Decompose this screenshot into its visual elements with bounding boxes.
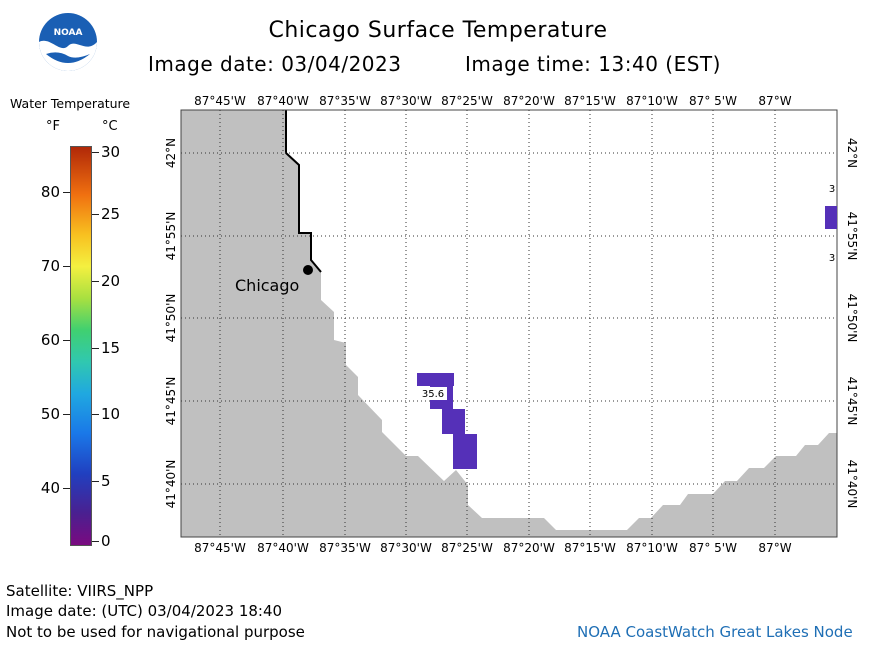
bottom-longitude-label: 87°30'W — [380, 541, 432, 555]
left-latitude-label: 41°50'N — [164, 294, 178, 343]
legend-f-tick — [63, 266, 70, 267]
left-latitude-label: 42°N — [164, 138, 178, 168]
legend-c-label: 5 — [101, 472, 111, 490]
right-latitude-label: 41°55'N — [845, 212, 859, 261]
value-label: 35.6 — [422, 389, 444, 400]
bottom-longitude-label: 87°35'W — [319, 541, 371, 555]
legend-c-label: 30 — [101, 143, 121, 161]
top-longitude-label: 87°25'W — [441, 94, 493, 108]
legend-c-tick — [92, 348, 99, 349]
map-frame — [180, 109, 838, 538]
top-longitude-label: 87°W — [758, 94, 791, 108]
bottom-longitude-label: 87°10'W — [626, 541, 678, 555]
right-latitude-labels: 42°N 41°55'N 41°50'N 41°45'N 41°40'N — [845, 138, 859, 509]
legend-c-tick — [92, 481, 99, 482]
legend-f-tick — [63, 340, 70, 341]
bottom-longitude-label: 87°15'W — [564, 541, 616, 555]
left-latitude-labels: 42°N 41°55'N 41°50'N 41°45'N 41°40'N — [164, 138, 178, 509]
right-latitude-label: 41°40'N — [845, 460, 859, 509]
bottom-longitude-label: 87°W — [758, 541, 791, 555]
city-label: Chicago — [235, 276, 299, 295]
top-longitude-label: 87°15'W — [564, 94, 616, 108]
top-longitude-label: 87°35'W — [319, 94, 371, 108]
disclaimer: Not to be used for navigational purpose — [6, 623, 305, 641]
legend-f-label: 40 — [40, 479, 60, 497]
legend-f-label: 70 — [40, 257, 60, 275]
top-longitude-label: 87°20'W — [503, 94, 555, 108]
legend-f-tick — [63, 488, 70, 489]
bottom-longitude-label: 87°20'W — [503, 541, 555, 555]
top-longitude-labels: 87°45'W 87°40'W 87°35'W 87°30'W 87°25'W 87°20… — [194, 94, 792, 108]
logo-text: NOAA — [54, 28, 83, 38]
legend-c-label: 10 — [101, 405, 121, 423]
bottom-longitude-label: 87° 5'W — [689, 541, 737, 555]
bottom-longitude-label: 87°45'W — [194, 541, 246, 555]
top-longitude-label: 87°40'W — [257, 94, 309, 108]
legend-f-tick — [63, 192, 70, 193]
right-latitude-label: 41°45'N — [845, 377, 859, 426]
legend-f-label: 60 — [40, 331, 60, 349]
legend-c-tick — [92, 541, 99, 542]
bottom-longitude-label: 87°25'W — [441, 541, 493, 555]
right-latitude-label: 42°N — [845, 138, 859, 168]
legend-title: Water Temperature — [10, 96, 131, 111]
value-label-box — [419, 387, 447, 400]
temperature-pixel — [417, 373, 454, 386]
page-title: Chicago Surface Temperature — [268, 18, 608, 43]
utc-image-date: Image date: (UTC) 03/04/2023 18:40 — [6, 602, 283, 620]
edge-value-label-top: 3 — [829, 184, 835, 195]
left-latitude-label: 41°40'N — [164, 460, 178, 509]
right-latitude-label: 41°50'N — [845, 294, 859, 343]
top-longitude-label: 87°45'W — [194, 94, 246, 108]
top-longitude-label: 87°10'W — [626, 94, 678, 108]
legend-f-label: 50 — [40, 405, 60, 423]
legend-c-label: 25 — [101, 205, 121, 223]
noaa-logo: NOAA — [37, 11, 99, 73]
left-latitude-label: 41°55'N — [164, 212, 178, 261]
legend-unit-c: °C — [102, 119, 118, 134]
temperature-pixel — [825, 206, 837, 229]
credit-text: NOAA CoastWatch Great Lakes Node — [577, 623, 853, 641]
chicago-marker — [303, 265, 313, 275]
legend-c-label: 20 — [101, 272, 121, 290]
legend-c-tick — [92, 281, 99, 282]
legend-f-label: 80 — [40, 183, 60, 201]
bottom-longitude-label: 87°40'W — [257, 541, 309, 555]
temperature-colorbar — [70, 146, 92, 546]
temperature-pixels — [417, 206, 837, 469]
temperature-pixel — [453, 434, 477, 469]
legend-c-tick — [92, 214, 99, 215]
top-longitude-label: 87°30'W — [380, 94, 432, 108]
legend-f-tick — [63, 414, 70, 415]
legend-c-label: 0 — [101, 532, 111, 550]
legend-c-tick — [92, 152, 99, 153]
top-longitude-label: 87° 5'W — [689, 94, 737, 108]
legend-unit-f: °F — [46, 119, 60, 134]
legend-c-tick — [92, 414, 99, 415]
satellite-name: Satellite: VIIRS_NPP — [6, 582, 154, 600]
bottom-longitude-labels: 87°45'W 87°40'W 87°35'W 87°30'W 87°25'W 87°20… — [194, 541, 792, 555]
image-time: Image time: 13:40 (EST) — [465, 52, 721, 76]
edge-value-label-bottom: 3 — [829, 253, 835, 264]
legend-c-label: 15 — [101, 339, 121, 357]
image-date: Image date: 03/04/2023 — [148, 52, 402, 76]
left-latitude-label: 41°45'N — [164, 377, 178, 426]
temperature-pixel — [442, 409, 465, 434]
map-grid — [181, 110, 837, 537]
